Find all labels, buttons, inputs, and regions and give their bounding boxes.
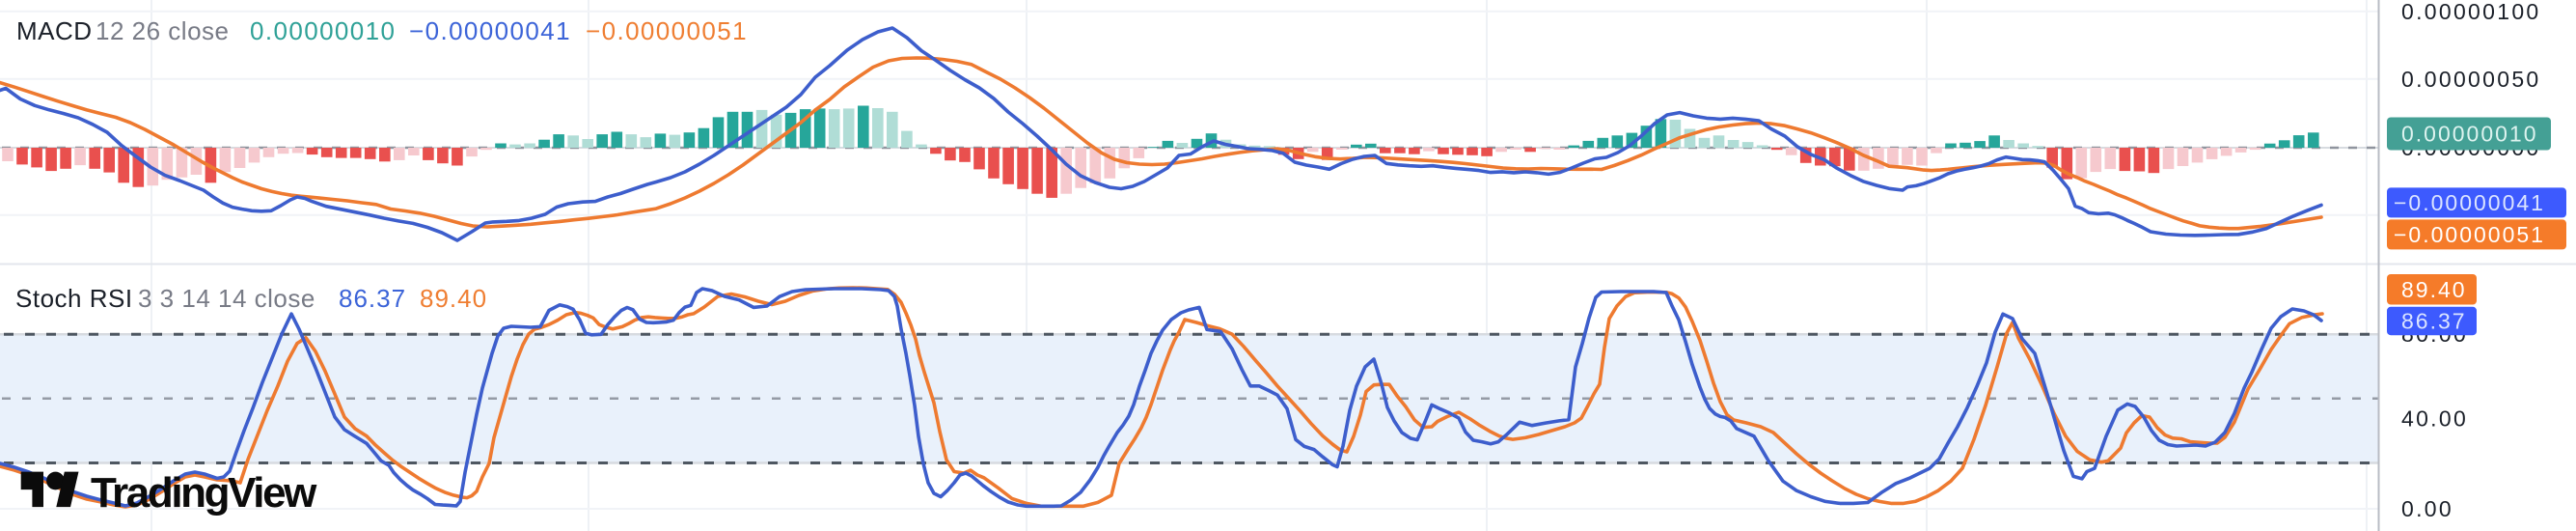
svg-text:0.00: 0.00 <box>2401 496 2453 521</box>
svg-text:12 26 close: 12 26 close <box>96 16 229 45</box>
svg-text:−0.00000051: −0.00000051 <box>586 16 748 45</box>
svg-text:−0.00000041: −0.00000041 <box>409 16 571 45</box>
svg-text:0.00000010: 0.00000010 <box>250 16 396 45</box>
svg-text:TradingView: TradingView <box>91 469 317 517</box>
svg-text:0.00000100: 0.00000100 <box>2401 0 2541 24</box>
svg-text:86.37: 86.37 <box>2401 309 2467 334</box>
svg-text:MACD: MACD <box>16 16 93 45</box>
svg-text:Stoch RSI: Stoch RSI <box>15 284 133 313</box>
svg-text:40.00: 40.00 <box>2401 406 2468 432</box>
svg-text:−0.00000041: −0.00000041 <box>2394 190 2545 215</box>
svg-text:89.40: 89.40 <box>420 284 487 313</box>
svg-text:3 3 14 14 close: 3 3 14 14 close <box>138 284 315 313</box>
svg-text:0.00000010: 0.00000010 <box>2401 122 2538 147</box>
svg-text:−0.00000051: −0.00000051 <box>2394 222 2545 247</box>
svg-text:89.40: 89.40 <box>2401 277 2467 302</box>
svg-text:0.00000050: 0.00000050 <box>2401 67 2541 92</box>
svg-text:86.37: 86.37 <box>339 284 406 313</box>
